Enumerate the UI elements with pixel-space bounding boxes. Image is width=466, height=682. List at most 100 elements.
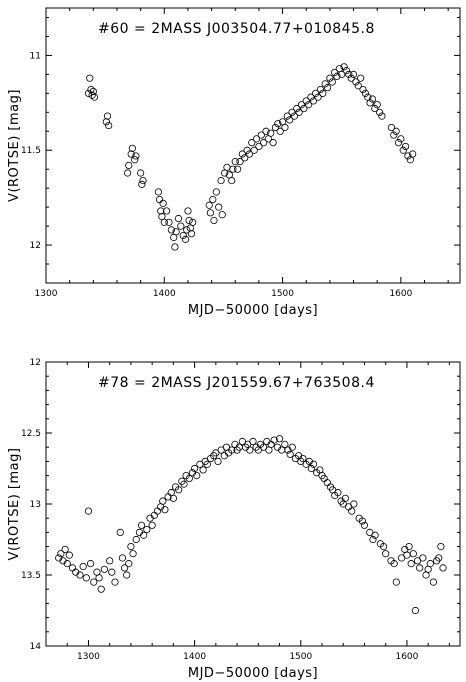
data-point (129, 550, 137, 558)
data-point (154, 188, 162, 196)
data-point (161, 506, 169, 514)
data-point (214, 457, 222, 465)
data-point (409, 150, 417, 158)
y-tick-label: 11 (30, 51, 41, 61)
data-point (409, 550, 417, 558)
data-point (183, 226, 191, 234)
data-point (309, 97, 317, 105)
data-point (57, 550, 65, 558)
data-point (159, 199, 167, 207)
data-point (87, 85, 95, 94)
data-point (349, 70, 358, 78)
data-point (373, 101, 381, 109)
data-point (288, 108, 296, 116)
data-point (171, 243, 179, 251)
data-point (255, 142, 263, 151)
data-point (120, 564, 129, 572)
data-point (249, 437, 257, 446)
data-point (319, 89, 327, 97)
data-point (435, 554, 443, 562)
data-point (357, 74, 365, 82)
data-point (257, 131, 265, 139)
data-point (250, 146, 258, 154)
data-point (341, 494, 349, 502)
data-point (309, 460, 318, 468)
data-point (260, 139, 268, 147)
data-point (97, 585, 105, 593)
data-point (419, 554, 427, 562)
data-point (132, 535, 140, 544)
data-point (288, 443, 296, 451)
data-point (405, 542, 413, 551)
chart-title: #60 = 2MASS J003504.77+010845.8 (98, 21, 375, 37)
data-point (229, 165, 237, 173)
data-point (340, 63, 348, 71)
data-point (210, 216, 218, 225)
y-tick-label: 14 (30, 642, 42, 652)
data-point (155, 195, 164, 204)
data-point (274, 120, 282, 128)
data-point (181, 235, 190, 243)
data-point (68, 564, 77, 572)
data-point (111, 578, 119, 586)
data-point (124, 169, 132, 177)
data-point (426, 560, 434, 568)
data-point (347, 74, 355, 82)
chart-1: 1300 1400 1500 1600 11 11.5 12 #60 = 2MASS J003… (7, 7, 461, 318)
chart-title: #78 = 2MASS J201559.67+763508.4 (98, 375, 375, 391)
data-point (379, 542, 388, 551)
data-point (404, 152, 412, 160)
x-tick-label: 1300 (77, 652, 100, 662)
data-point (228, 446, 236, 454)
data-point (390, 131, 398, 139)
data-point (328, 78, 336, 86)
data-point (392, 578, 400, 586)
x-tick-label: 1400 (153, 289, 176, 299)
data-point (206, 209, 215, 217)
data-point (262, 127, 270, 135)
data-point (63, 560, 71, 568)
x-tick-label: 1600 (395, 652, 418, 662)
data-point (84, 507, 93, 515)
x-tick-label: 1300 (35, 289, 58, 299)
data-point (116, 528, 124, 537)
data-point (437, 542, 445, 551)
data-point (125, 161, 133, 170)
data-point (234, 165, 242, 173)
data-point (187, 230, 196, 238)
data-point (334, 489, 342, 497)
data-point (300, 104, 308, 113)
data-point (172, 228, 180, 236)
data-point (95, 574, 103, 582)
data-point (312, 89, 320, 97)
data-point (228, 176, 236, 185)
data-point (218, 211, 226, 219)
data-point (189, 218, 197, 226)
data-point (375, 108, 384, 116)
data-point (358, 517, 366, 525)
data-point (138, 180, 146, 188)
data-point (348, 507, 356, 515)
data-point (297, 101, 306, 109)
x-axis-label: MJD−50000 [days] (188, 303, 318, 318)
data-point (392, 127, 400, 135)
data-point (399, 146, 407, 154)
y-tick-label: 13.5 (21, 571, 41, 581)
data-point (127, 542, 135, 551)
data-point (143, 525, 151, 534)
data-point (169, 494, 177, 502)
data-point (118, 554, 127, 562)
data-point (88, 91, 96, 99)
data-point (394, 139, 403, 147)
data-point (286, 116, 294, 124)
data-point (269, 139, 277, 147)
data-point (371, 531, 379, 539)
data-point (390, 560, 398, 568)
data-point (165, 218, 173, 226)
y-tick-label: 12 (30, 358, 41, 368)
data-point (89, 87, 97, 96)
data-point (267, 129, 275, 137)
data-point (401, 142, 410, 151)
data-point (352, 78, 360, 86)
